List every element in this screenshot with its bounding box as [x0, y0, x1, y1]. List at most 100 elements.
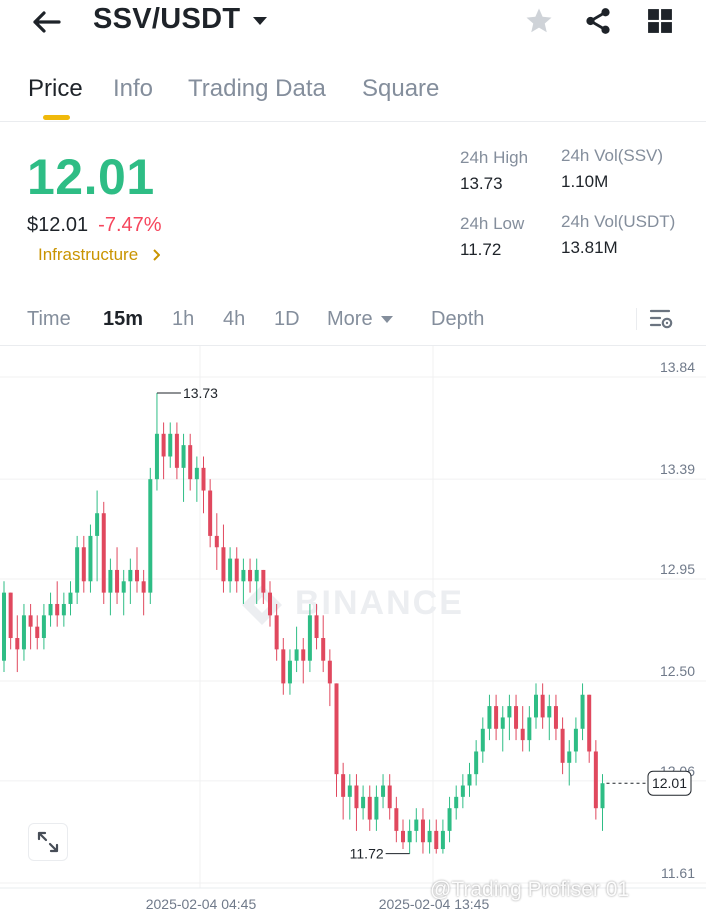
category-label: Infrastructure [38, 245, 139, 264]
candle-body [101, 513, 106, 593]
interval-1h[interactable]: 1h [172, 308, 195, 330]
candle-body [75, 547, 80, 593]
tab-info[interactable]: Info [113, 75, 154, 102]
last-price-tag [647, 770, 692, 796]
tab-square[interactable]: Square [362, 75, 440, 102]
candle-body [135, 569, 139, 582]
candle-body [307, 615, 312, 661]
candle-body [228, 558, 233, 582]
interval-more[interactable]: More [327, 308, 393, 331]
tab-price[interactable]: Price [28, 75, 83, 102]
candle-body [354, 785, 359, 809]
candle-body [154, 433, 159, 480]
candlestick-chart: 13.8413.3912.9512.5012.0611.61BINANCE13.… [0, 346, 706, 912]
candle-body [520, 728, 525, 741]
price-chart[interactable]: 13.8413.3912.9512.5012.0611.61BINANCE13.… [0, 345, 706, 916]
vol-base-value: 1.10M [561, 172, 609, 191]
back-button[interactable] [28, 6, 64, 38]
candle-body [161, 433, 166, 457]
x-tick-label: 2025-02-04 04:45 [146, 896, 257, 912]
candle-body [221, 547, 226, 582]
candle-body [48, 603, 53, 616]
candle-body [514, 706, 519, 729]
candle-body [460, 785, 465, 797]
candle-body [434, 830, 439, 850]
candle-body [254, 569, 259, 582]
star-icon [526, 8, 552, 33]
candle-body [580, 694, 585, 729]
candle-body [547, 706, 552, 718]
candle-body [341, 774, 346, 797]
interval-4h[interactable]: 4h [223, 308, 246, 330]
candle-body [507, 706, 512, 718]
grid-button[interactable] [643, 4, 677, 38]
chart-settings-button[interactable] [648, 305, 676, 333]
interval-15m[interactable]: 15m [103, 308, 144, 330]
category-tag[interactable]: Infrastructure [38, 245, 161, 265]
candle-body [121, 581, 126, 593]
candle-body [115, 569, 120, 593]
candle-body [174, 433, 179, 468]
usd-price-line: $12.01 -7.47% [27, 214, 162, 237]
candle-body [15, 638, 20, 650]
chart-settings-icon [649, 309, 673, 329]
high-marker-label: 13.73 [183, 385, 218, 401]
candle-body [534, 694, 538, 718]
y-tick-label: 12.95 [660, 561, 695, 577]
candle-body [194, 467, 199, 480]
candle-body [281, 649, 286, 684]
candle-body [593, 751, 598, 809]
divider [636, 308, 637, 330]
candle-body [68, 592, 73, 604]
candle-body [148, 479, 153, 593]
interval-depth[interactable]: Depth [431, 308, 485, 330]
candle-body [128, 569, 133, 582]
low-value: 11.72 [460, 240, 502, 259]
share-button[interactable] [581, 4, 615, 38]
caret-down-icon [253, 16, 268, 25]
vol-base-label: 24h Vol(SSV) [561, 146, 664, 165]
interval-more-label: More [327, 308, 373, 330]
candle-body [467, 774, 472, 786]
candle-body [28, 615, 33, 627]
candle-body [208, 490, 213, 536]
chevron-right-icon [153, 249, 161, 261]
low-marker-label: 11.72 [350, 846, 384, 862]
candle-body [268, 592, 272, 616]
candle-body [374, 796, 379, 820]
candle-body [168, 433, 173, 457]
interval-time[interactable]: Time [27, 308, 71, 330]
interval-bar: Time 15m 1h 4h 1D More Depth [0, 300, 706, 340]
candle-body [61, 603, 66, 616]
tab-trading-data[interactable]: Trading Data [188, 75, 326, 102]
y-tick-label: 11.61 [661, 865, 695, 881]
binance-watermark: BINANCE [295, 584, 464, 622]
candle-body [201, 467, 206, 491]
candle-body [334, 683, 339, 775]
y-tick-label: 13.84 [660, 359, 695, 375]
candle-body [367, 796, 372, 820]
usd-price: $12.01 [27, 214, 89, 236]
candle-body [321, 638, 326, 661]
candle-body [181, 445, 186, 468]
candle-body [573, 728, 578, 752]
candle-body [427, 830, 432, 843]
interval-1d[interactable]: 1D [274, 308, 300, 330]
expand-arrows-icon [37, 831, 59, 853]
candle-body [500, 717, 505, 729]
candle-body [447, 808, 452, 831]
candle-body [188, 445, 193, 480]
favorite-button[interactable] [522, 4, 556, 38]
candle-body [8, 592, 13, 639]
candle-body [21, 615, 26, 650]
active-tab-indicator [43, 115, 70, 120]
candle-body [394, 808, 399, 831]
candle-body [287, 660, 292, 684]
last-price-tag-label: 12.01 [652, 775, 687, 791]
candle-body [261, 569, 266, 593]
candle-body [327, 660, 332, 684]
pair-selector[interactable]: SSV/USDT [93, 3, 268, 36]
high-value: 13.73 [460, 174, 503, 193]
last-price: 12.01 [27, 149, 155, 205]
expand-chart-button[interactable] [28, 823, 68, 861]
